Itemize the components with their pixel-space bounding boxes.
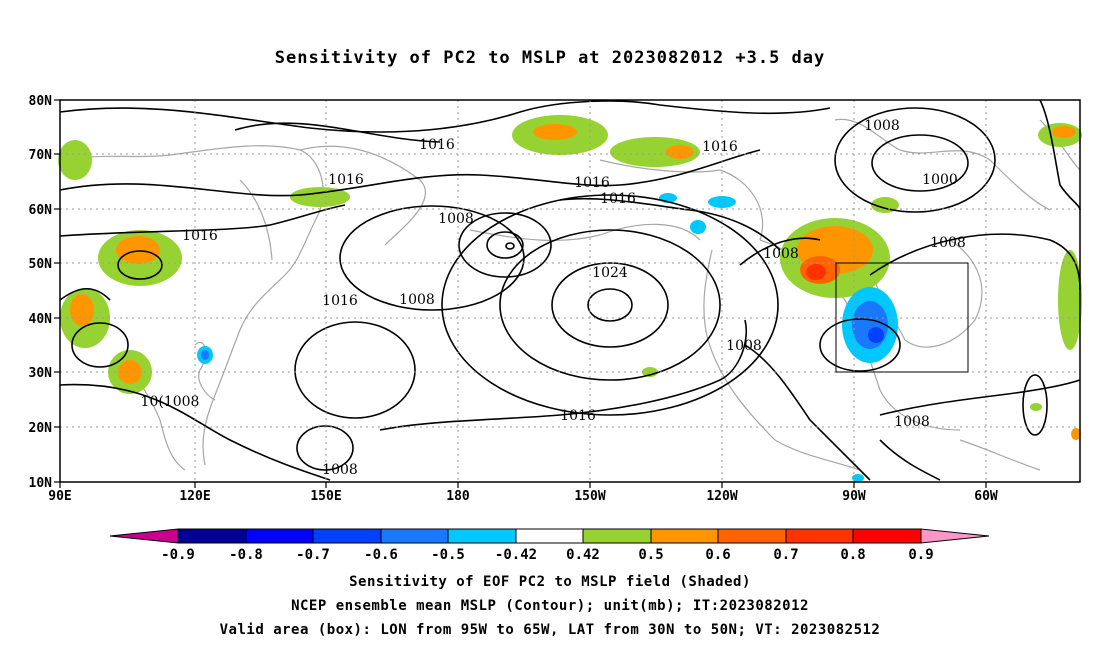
colorbar-tick-label: -0.6: [364, 547, 398, 563]
lon-tick-label: 120W: [706, 489, 737, 504]
contour-label: 1008: [864, 118, 900, 134]
contour-label: 1016: [574, 175, 610, 191]
caption-line-3: Valid area (box): LON from 95W to 65W, L…: [219, 622, 881, 638]
colorbar: -0.9 -0.8 -0.7 -0.6 -0.5 -0.42 0.42 0.5 …: [109, 528, 990, 563]
contour-label: 1008: [322, 462, 358, 478]
graticule: [60, 100, 1080, 482]
colorbar-swatch: [312, 528, 382, 544]
valid-area-box: [835, 262, 969, 373]
longitude-axis: 90E 120E 150E 180 150W 120W 90W 60W: [48, 482, 998, 504]
colorbar-swatch: [245, 528, 314, 544]
caption-line-2: NCEP ensemble mean MSLP (Contour); unit(…: [291, 598, 809, 614]
lon-tick-label: 180: [446, 489, 470, 504]
contour-label: 1016: [702, 139, 738, 155]
contour-label: 1008: [438, 211, 474, 227]
colorbar-tick-label: -0.5: [431, 547, 465, 563]
latitude-axis: 80N 70N 60N 50N 40N 30N 20N 10N: [29, 94, 60, 491]
lat-tick-label: 80N: [29, 94, 53, 109]
lon-tick-label: 90W: [842, 489, 866, 504]
colorbar-tick-label: -0.42: [495, 547, 537, 563]
contour-label: 1008: [763, 246, 799, 262]
contour-label: 1016: [322, 293, 358, 309]
contour-label: 1016: [419, 137, 455, 153]
colorbar-swatch: [852, 528, 922, 544]
mslp-contours: [59, 99, 1081, 481]
contour-label: 1016: [182, 228, 218, 244]
contour-label: 1016: [560, 408, 596, 424]
contour-label: 1008: [726, 338, 762, 354]
colorbar-swatch: [785, 528, 854, 544]
lon-tick-label: 90E: [48, 489, 71, 504]
contour-label: 10(1008: [141, 394, 200, 410]
colorbar-tick-label: -0.7: [296, 547, 330, 563]
contour-label: 1000: [922, 172, 958, 188]
colorbar-swatch: [650, 528, 719, 544]
lon-tick-label: 150E: [310, 489, 341, 504]
colorbar-swatch: [582, 528, 652, 544]
caption-line-1: Sensitivity of EOF PC2 to MSLP field (Sh…: [349, 574, 751, 590]
lon-tick-label: 150W: [574, 489, 605, 504]
map-frame: [59, 99, 1081, 483]
colorbar-swatch: [380, 528, 449, 544]
contour-label: 1016: [600, 191, 636, 207]
lat-tick-label: 30N: [29, 366, 53, 381]
lon-tick-label: 120E: [179, 489, 210, 504]
lat-tick-label: 20N: [29, 421, 53, 436]
colorbar-swatch: [177, 528, 247, 544]
colorbar-tick-label: 0.9: [908, 547, 933, 563]
map-title: Sensitivity of PC2 to MSLP at 2023082012…: [274, 48, 826, 68]
colorbar-tick-label: 0.6: [705, 547, 730, 563]
colorbar-tick-label: 0.5: [638, 547, 663, 563]
lat-tick-label: 50N: [29, 257, 53, 272]
lat-tick-label: 40N: [29, 312, 53, 327]
contour-label: 1008: [894, 414, 930, 430]
contour-label: 1008: [930, 235, 966, 251]
contour-label: 1008: [399, 292, 435, 308]
colorbar-swatch: [515, 528, 584, 544]
colorbar-tick-label: -0.8: [229, 547, 263, 563]
colorbar-over-arrow: [920, 528, 990, 544]
colorbar-tick-label: -0.9: [161, 547, 195, 563]
lat-tick-label: 70N: [29, 148, 53, 163]
colorbar-under-arrow: [109, 528, 179, 544]
contour-label: 1016: [328, 172, 364, 188]
contour-label: 1024: [592, 265, 628, 281]
contour-label-group: 1016 1016 1016 1016 1016 1016 1016 1016 …: [141, 118, 966, 478]
lat-tick-label: 10N: [29, 476, 53, 491]
colorbar-tick-label: 0.8: [840, 547, 865, 563]
colorbar-tick-label: 0.7: [773, 547, 798, 563]
colorbar-swatch: [447, 528, 517, 544]
colorbar-swatch: [717, 528, 787, 544]
lon-tick-label: 60W: [974, 489, 998, 504]
lat-tick-label: 60N: [29, 203, 53, 218]
colorbar-tick-label: 0.42: [566, 547, 600, 563]
